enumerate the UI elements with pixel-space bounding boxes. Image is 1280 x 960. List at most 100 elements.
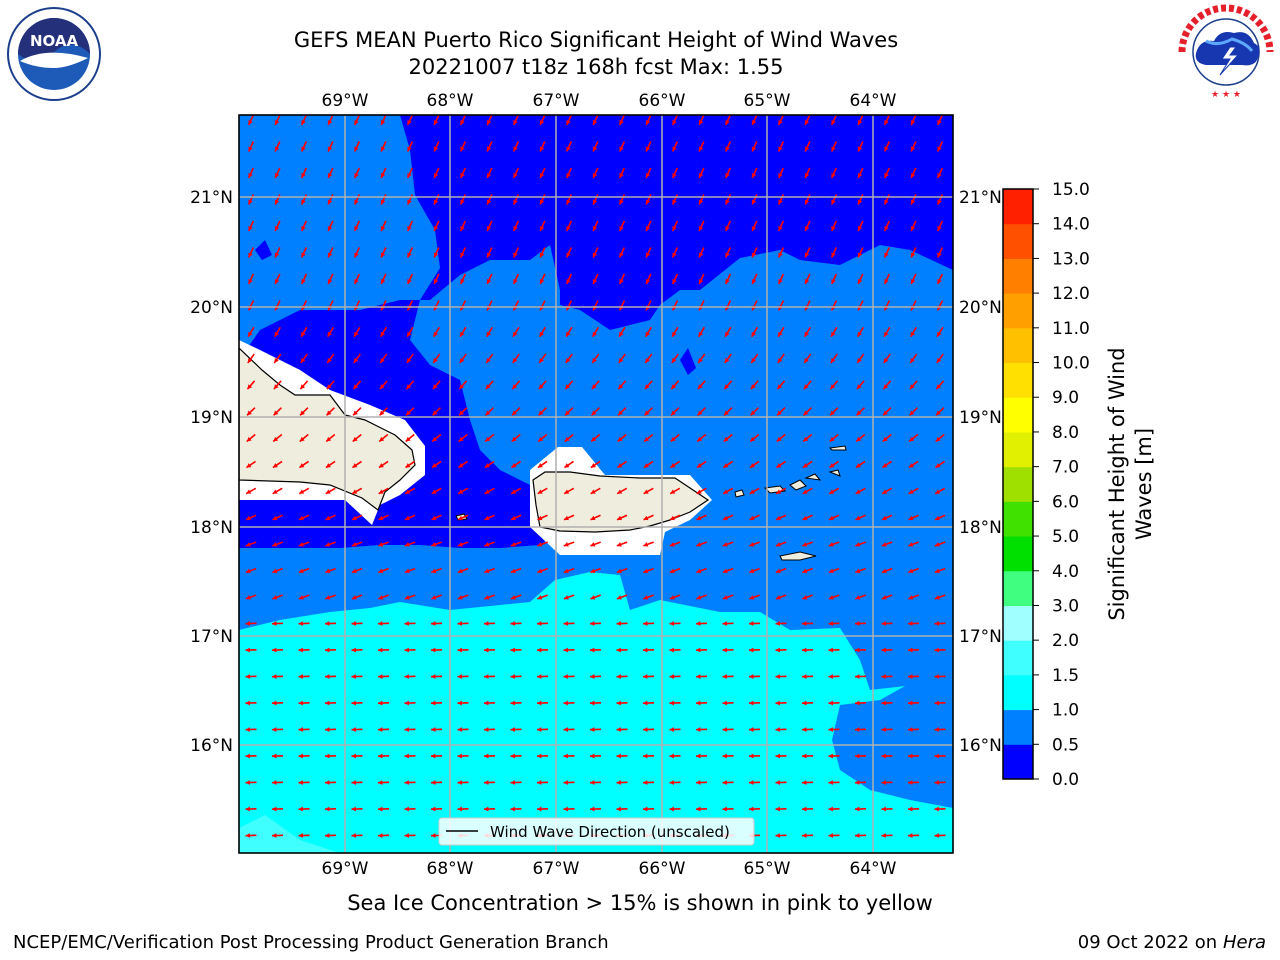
wind-arrow-head	[537, 647, 542, 653]
wind-arrow-head	[802, 489, 808, 494]
wind-arrow-head	[404, 806, 409, 812]
wind-arrow-head	[459, 410, 464, 416]
wind-arrow-head	[619, 331, 624, 337]
wind-arrow-head	[537, 780, 542, 785]
wind-arrow-head	[908, 463, 914, 468]
wind-arrow-head	[802, 674, 807, 679]
wind-arrow-head	[298, 542, 304, 547]
wind-arrow-head	[459, 384, 465, 390]
wind-arrow-head	[881, 568, 887, 574]
wind-arrow-head	[248, 252, 253, 258]
wind-arrow-head	[590, 674, 595, 679]
wind-arrow-head	[325, 568, 331, 574]
wind-arrow-head	[484, 806, 489, 812]
wind-arrow-head	[300, 410, 305, 416]
wind-arrow-head	[644, 410, 650, 416]
wind-arrow-head	[460, 225, 465, 231]
wind-arrow-head	[934, 568, 940, 574]
wind-arrow-head	[431, 727, 436, 732]
wind-arrow-head	[830, 410, 835, 416]
wind-arrow-head	[272, 621, 277, 626]
wind-arrow-head	[828, 647, 833, 653]
wind-arrow-head	[484, 647, 489, 653]
wind-arrow-head	[565, 384, 571, 390]
wind-arrow-head	[431, 595, 437, 600]
wind-arrow-head	[404, 647, 409, 653]
colorbar-segment	[1003, 536, 1033, 572]
wave-band-1.5-2.0	[239, 815, 340, 853]
lat-label-left: 16°N	[190, 736, 233, 756]
wind-arrow-head	[750, 436, 756, 442]
wind-arrow-head	[751, 225, 757, 231]
wind-arrow-head	[378, 463, 384, 468]
wind-arrow-head	[882, 436, 888, 442]
wind-arrow-head	[775, 674, 780, 679]
wind-arrow-head	[460, 278, 465, 284]
wind-arrow-head	[802, 463, 808, 468]
wind-arrow-head	[563, 647, 568, 653]
wind-arrow-head	[778, 146, 783, 152]
wind-arrow-head	[538, 436, 544, 442]
wind-arrow-head	[592, 278, 598, 284]
colorbar-tick-label: 15.0	[1052, 180, 1090, 200]
wind-arrow-head	[722, 674, 727, 679]
wind-arrow-head	[539, 331, 544, 337]
wind-arrow-head	[486, 357, 491, 363]
wind-arrow-head	[802, 542, 808, 547]
wind-arrow-head	[722, 727, 727, 732]
wind-arrow-head	[325, 780, 330, 785]
wind-arrow-head	[380, 119, 386, 125]
wind-arrow-head	[881, 700, 886, 706]
wind-arrow-head	[565, 357, 571, 363]
wind-arrow-head	[513, 172, 518, 178]
wind-arrow-head	[643, 753, 648, 759]
wind-arrow-head	[485, 436, 491, 442]
wind-arrow-head	[484, 621, 489, 626]
wind-arrow-head	[537, 568, 543, 574]
wind-arrow-head	[272, 806, 277, 812]
wind-arrow-head	[722, 780, 727, 785]
wind-arrow-head	[272, 727, 277, 732]
wind-arrow-head	[645, 172, 651, 178]
wind-arrow-head	[563, 700, 568, 706]
wind-arrow-head	[511, 463, 517, 468]
wind-arrow-head	[934, 727, 939, 732]
wind-arrow-head	[908, 806, 913, 812]
wind-arrow-head	[619, 172, 624, 178]
wind-arrow-head	[696, 568, 702, 574]
wind-arrow-head	[934, 515, 940, 521]
wind-arrow-head	[804, 357, 809, 363]
wind-arrow-head	[566, 225, 571, 231]
island	[789, 479, 807, 491]
wind-arrow-head	[881, 727, 886, 732]
wind-arrow-head	[245, 568, 251, 574]
wind-arrow-head	[882, 463, 888, 468]
wind-arrow-head	[274, 199, 280, 205]
wind-arrow-head	[698, 146, 704, 152]
wind-arrow-head	[804, 146, 810, 152]
wind-arrow-head	[643, 780, 648, 785]
wind-arrow-head	[669, 515, 675, 521]
wind-arrow-head	[351, 568, 357, 574]
wind-arrow-head	[486, 331, 491, 337]
wind-arrow-head	[457, 621, 462, 626]
wind-arrow-head	[881, 806, 886, 812]
wind-arrow-head	[616, 674, 621, 679]
wind-arrow-head	[380, 357, 385, 363]
wind-arrow-head	[431, 780, 436, 785]
wind-arrow-head	[301, 172, 306, 178]
wind-arrow-head	[537, 595, 543, 600]
wind-arrow-head	[749, 489, 755, 494]
wind-arrow-head	[404, 595, 410, 600]
wind-arrow-head	[803, 384, 809, 390]
wind-arrow-head	[298, 833, 303, 838]
island	[779, 551, 817, 561]
island	[828, 445, 847, 451]
wind-arrow-head	[831, 119, 836, 125]
wind-arrow-head	[406, 384, 412, 390]
wind-arrow-head	[566, 331, 571, 337]
wind-arrow-head	[404, 727, 409, 732]
colorbar-tick-label: 11.0	[1052, 319, 1090, 339]
wind-arrow-head	[539, 119, 545, 125]
wind-arrow-head	[592, 331, 597, 337]
